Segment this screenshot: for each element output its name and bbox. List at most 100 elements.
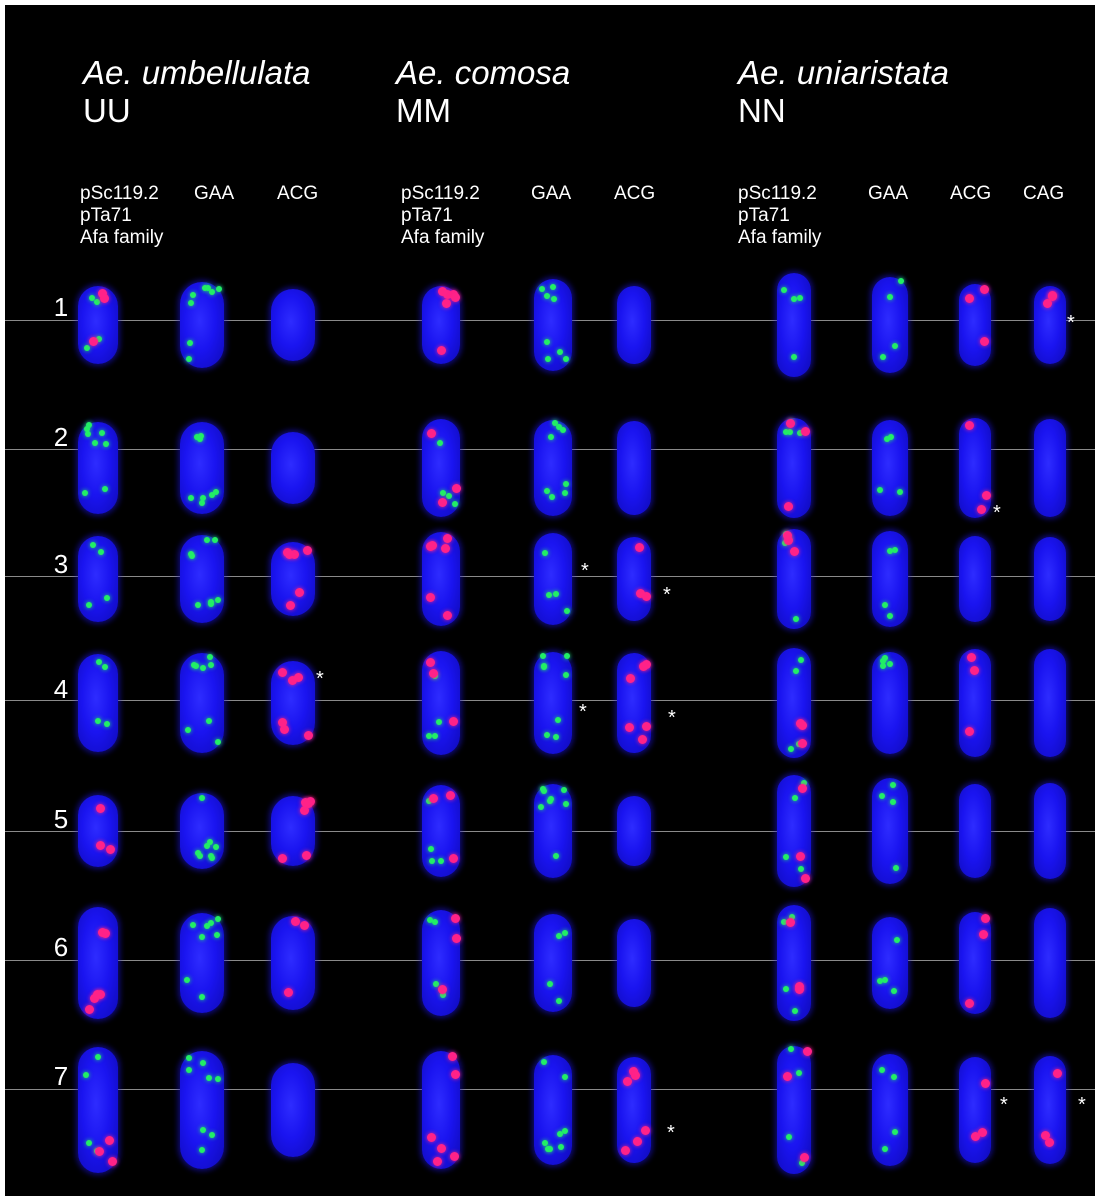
green-signal-dot (89, 542, 96, 549)
green-signal-dot (92, 440, 99, 447)
probe-header-umbellulata-multi: pSc119.2 pTa71 Afa family (80, 183, 164, 248)
red-signal-dot (981, 491, 991, 501)
chromosome-image (534, 914, 572, 1012)
red-signal-dot (637, 735, 647, 745)
green-signal-dot (887, 612, 894, 619)
green-signal-dot (551, 420, 558, 427)
red-signal-dot (277, 668, 287, 678)
red-signal-dot (429, 793, 439, 803)
red-signal-dot (965, 998, 975, 1008)
green-signal-dot (548, 434, 555, 441)
green-signal-dot (787, 745, 794, 752)
green-signal-dot (98, 549, 105, 556)
red-signal-dot (97, 928, 107, 938)
chromosome-image (1034, 419, 1066, 517)
green-signal-dot (198, 1146, 205, 1153)
red-signal-dot (426, 657, 436, 667)
chromosome-image (422, 532, 460, 626)
green-signal-dot (206, 839, 213, 846)
red-signal-dot (979, 284, 989, 294)
chromosome-image (78, 654, 118, 752)
species-title-umbellulata: Ae. umbellulata (83, 54, 311, 91)
green-signal-dot (205, 285, 212, 292)
green-signal-dot (562, 1073, 569, 1080)
green-signal-dot (542, 550, 549, 557)
green-signal-dot (548, 493, 555, 500)
green-signal-dot (440, 490, 447, 497)
chromosome-image (180, 1051, 224, 1169)
chromosome-image (617, 421, 651, 515)
asterisk-marker: * (579, 701, 587, 723)
green-signal-dot (561, 489, 568, 496)
red-signal-dot (1047, 292, 1057, 302)
fish-karyogram-panel: Ae. umbellulata UU Ae. comosa MM Ae. uni… (5, 5, 1095, 1196)
chromosome-image (78, 795, 118, 867)
red-signal-dot (294, 587, 304, 597)
red-signal-dot (966, 652, 976, 662)
green-signal-dot (84, 425, 91, 432)
green-signal-dot (792, 1007, 799, 1014)
red-signal-dot (786, 917, 796, 927)
red-signal-dot (642, 721, 652, 731)
red-signal-dot (640, 1126, 650, 1136)
red-signal-dot (105, 845, 115, 855)
green-signal-dot (540, 1059, 547, 1066)
green-signal-dot (797, 430, 804, 437)
green-signal-dot (85, 430, 92, 437)
green-signal-dot (558, 1144, 565, 1151)
green-signal-dot (200, 1127, 207, 1134)
red-signal-dot (451, 484, 461, 494)
green-signal-dot (214, 739, 221, 746)
green-signal-dot (186, 1066, 193, 1073)
asterisk-marker: * (316, 668, 324, 690)
green-signal-dot (102, 663, 109, 670)
green-signal-dot (428, 846, 435, 853)
green-signal-dot (538, 286, 545, 293)
genome-label-mm: MM (396, 92, 451, 129)
green-signal-dot (879, 793, 886, 800)
green-signal-dot (797, 656, 804, 663)
red-signal-dot (288, 675, 298, 685)
green-signal-dot (199, 795, 206, 802)
green-signal-dot (882, 601, 889, 608)
green-signal-dot (196, 852, 203, 859)
green-signal-dot (783, 985, 790, 992)
green-signal-dot (887, 660, 894, 667)
chromosome-image (959, 649, 991, 757)
chromosome-image (777, 1046, 812, 1174)
red-signal-dot (284, 987, 294, 997)
green-signal-dot (897, 489, 904, 496)
genome-label-nn: NN (738, 92, 786, 129)
green-signal-dot (540, 652, 547, 659)
chromosome-image (1034, 1056, 1066, 1164)
green-signal-dot (879, 657, 886, 664)
probe-header-umbellulata-gaa: GAA (194, 183, 235, 204)
green-signal-dot (563, 652, 570, 659)
green-signal-dot (797, 295, 804, 302)
green-signal-dot (786, 429, 793, 436)
green-signal-dot (208, 661, 215, 668)
chromosome-image (180, 422, 224, 514)
green-signal-dot (552, 734, 559, 741)
row-number-7: 7 (53, 1061, 69, 1091)
green-signal-dot (184, 976, 191, 983)
probe-header-comosa-acg: ACG (614, 183, 656, 204)
chromosome-image (872, 778, 908, 884)
red-signal-dot (964, 421, 974, 430)
chromosome-image (959, 536, 991, 622)
red-signal-dot (300, 797, 310, 807)
red-signal-dot (784, 536, 794, 546)
red-signal-dot (783, 1072, 793, 1082)
green-signal-dot (188, 552, 195, 559)
green-signal-dot (543, 293, 550, 300)
chromosome-image (617, 537, 651, 621)
red-signal-dot (785, 418, 795, 428)
chromosome-image (959, 284, 991, 366)
chromosome-image (777, 775, 811, 887)
green-signal-dot (213, 931, 220, 938)
red-signal-dot (290, 916, 300, 926)
chromosome-image (777, 273, 811, 377)
chromosome-image (534, 533, 572, 625)
green-signal-dot (544, 1145, 551, 1152)
